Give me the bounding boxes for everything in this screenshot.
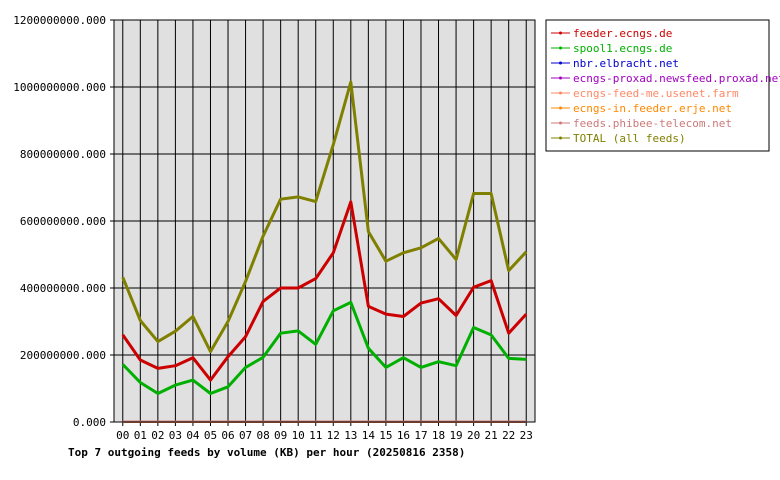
legend-box xyxy=(545,19,770,152)
x-tick-label: 11 xyxy=(309,429,322,442)
legend-marker xyxy=(559,106,562,110)
x-tick-label: 09 xyxy=(274,429,287,442)
x-tick-label: 01 xyxy=(134,429,147,442)
y-tick-label: 800000000.000 xyxy=(20,148,106,161)
legend-marker xyxy=(559,76,562,80)
x-tick-label: 12 xyxy=(327,429,340,442)
legend-marker xyxy=(559,136,562,140)
legend-marker xyxy=(559,61,562,65)
legend-marker xyxy=(559,46,562,50)
x-tick-label: 18 xyxy=(432,429,445,442)
x-tick-label: 13 xyxy=(344,429,357,442)
legend-marker xyxy=(559,31,562,35)
x-tick-label: 05 xyxy=(204,429,217,442)
y-axis-ticks: 0.000 200000000.000 400000000.000 600000000… xyxy=(13,14,114,429)
y-tick-label: 600000000.000 xyxy=(20,215,106,228)
x-tick-label: 15 xyxy=(379,429,392,442)
legend-marker xyxy=(559,121,562,125)
x-tick-label: 07 xyxy=(239,429,252,442)
legend-label: feeds.phibee-telecom.net xyxy=(573,117,732,130)
y-tick-label: 1200000000.000 xyxy=(13,14,106,27)
y-tick-label: 200000000.000 xyxy=(20,349,106,362)
legend: feeder.ecngs.de spool1.ecngs.de nbr.elbrac… xyxy=(545,19,780,152)
series-line xyxy=(121,80,528,354)
x-tick-label: 02 xyxy=(151,429,164,442)
x-tick-label: 19 xyxy=(449,429,462,442)
x-tick-label: 06 xyxy=(221,429,234,442)
legend-label: spool1.ecngs.de xyxy=(573,42,672,55)
x-tick-label: 03 xyxy=(169,429,182,442)
chart-title: Top 7 outgoing feeds by volume (KB) per … xyxy=(68,446,465,459)
legend-label: feeder.ecngs.de xyxy=(573,27,672,40)
x-tick-label: 21 xyxy=(485,429,498,442)
x-tick-label: 04 xyxy=(186,429,200,442)
series-line xyxy=(121,200,528,382)
legend-label: ecngs-proxad.newsfeed.proxad.net xyxy=(573,72,780,85)
x-tick-label: 08 xyxy=(256,429,269,442)
x-axis-ticks: 00 01 02 03 04 05 06 07 08 09 10 11 12 13 14 15 16 17 18 19… xyxy=(116,422,533,442)
x-tick-label: 23 xyxy=(520,429,533,442)
legend-marker xyxy=(559,91,562,95)
y-tick-label: 1000000000.000 xyxy=(13,81,106,94)
plot-frame xyxy=(113,19,536,423)
x-tick-label: 10 xyxy=(292,429,305,442)
x-tick-label: 16 xyxy=(397,429,410,442)
legend-label: ecngs-in.feeder.erje.net xyxy=(573,102,732,115)
x-tick-label: 00 xyxy=(116,429,129,442)
x-tick-label: 22 xyxy=(502,429,515,442)
legend-label: nbr.elbracht.net xyxy=(573,57,679,70)
x-tick-label: 20 xyxy=(467,429,480,442)
legend-label: TOTAL (all feeds) xyxy=(573,132,686,145)
x-tick-label: 17 xyxy=(414,429,427,442)
x-tick-label: 14 xyxy=(362,429,376,442)
legend-label: ecngs-feed-me.usenet.farm xyxy=(573,87,739,100)
series-line xyxy=(121,300,527,395)
y-tick-label: 0.000 xyxy=(73,416,106,429)
y-tick-label: 400000000.000 xyxy=(20,282,106,295)
